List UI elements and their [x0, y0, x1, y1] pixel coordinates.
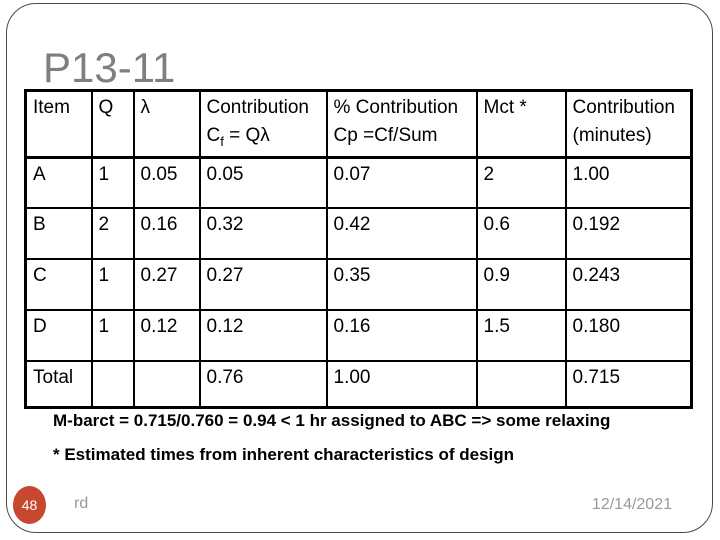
- footnote-text: * Estimated times from inherent characte…: [53, 445, 515, 464]
- cell-minutes: 0.180: [564, 309, 693, 363]
- cell-mct: 0.6: [475, 207, 567, 261]
- cell-lambda: 0.16: [132, 207, 201, 261]
- cell-q: 2: [90, 207, 135, 261]
- page-title: P13-11: [43, 44, 176, 91]
- cell-lambda: 0.05: [132, 156, 201, 210]
- cell-cp: 0.16: [325, 309, 478, 363]
- table-header-row: Item Q λ Contribution Cf = Qλ % Contribu…: [24, 89, 693, 159]
- cell-mct: 0.9: [475, 258, 567, 312]
- footer-date: 12/14/2021: [591, 496, 672, 513]
- col-header-minutes-line1: Contribution: [572, 97, 675, 118]
- col-header-pct-line2: Cp =Cf/Sum: [333, 125, 438, 146]
- cell-item: Total: [24, 360, 93, 409]
- cell-mct: [475, 360, 567, 409]
- col-header-contribution-cf-line1: Contribution: [206, 97, 309, 118]
- slide-frame: [6, 3, 713, 533]
- table-row-b: B 2 0.16 0.32 0.42 0.6 0.192: [24, 207, 693, 261]
- col-header-lambda: λ: [132, 89, 201, 159]
- col-header-item: Item: [24, 89, 93, 159]
- cell-lambda: 0.12: [132, 309, 201, 363]
- col-header-pct-contribution: % Contribution Cp =Cf/Sum: [325, 89, 478, 159]
- cell-cp: 0.42: [325, 207, 478, 261]
- analysis-summary-text: M-barct = 0.715/0.760 = 0.94 < 1 hr assi…: [53, 411, 611, 430]
- cell-q: 1: [90, 156, 135, 210]
- contribution-table: Item Q λ Contribution Cf = Qλ % Contribu…: [24, 89, 693, 409]
- col-header-minutes-line2: (minutes): [572, 125, 652, 146]
- cell-cf: 0.32: [198, 207, 328, 261]
- cell-item: B: [24, 207, 93, 261]
- cell-mct: 2: [475, 156, 567, 210]
- table-row-total: Total 0.76 1.00 0.715: [24, 360, 693, 409]
- cell-minutes: 0.715: [564, 360, 693, 409]
- col-header-mct: Mct *: [475, 89, 567, 159]
- cell-lambda: 0.27: [132, 258, 201, 312]
- cell-cf: 0.12: [198, 309, 328, 363]
- col-header-contribution-cf-line2: Cf = Qλ: [206, 125, 270, 149]
- cell-item: D: [24, 309, 93, 363]
- cell-lambda: [132, 360, 201, 409]
- footer-author: rd: [74, 495, 89, 512]
- table-row-c: C 1 0.27 0.27 0.35 0.9 0.243: [24, 258, 693, 312]
- cell-item: A: [24, 156, 93, 210]
- page-number-badge: 48: [13, 486, 46, 524]
- col-header-q: Q: [90, 89, 135, 159]
- col-header-contribution-minutes: Contribution (minutes): [564, 89, 693, 159]
- cell-cp: 0.35: [325, 258, 478, 312]
- cell-minutes: 1.00: [564, 156, 693, 210]
- col-header-contribution-cf: Contribution Cf = Qλ: [198, 89, 328, 159]
- cell-cp: 0.07: [325, 156, 478, 210]
- cell-minutes: 0.192: [564, 207, 693, 261]
- cell-minutes: 0.243: [564, 258, 693, 312]
- cell-item: C: [24, 258, 93, 312]
- table-row-a: A 1 0.05 0.05 0.07 2 1.00: [24, 156, 693, 210]
- cell-q: 1: [90, 258, 135, 312]
- col-header-pct-line1: % Contribution: [333, 97, 459, 118]
- cell-cf: 0.27: [198, 258, 328, 312]
- cell-q: [90, 360, 135, 409]
- cell-cf: 0.05: [198, 156, 328, 210]
- cell-q: 1: [90, 309, 135, 363]
- cell-cp: 1.00: [325, 360, 478, 409]
- cell-mct: 1.5: [475, 309, 567, 363]
- table-row-d: D 1 0.12 0.12 0.16 1.5 0.180: [24, 309, 693, 363]
- cell-cf: 0.76: [198, 360, 328, 409]
